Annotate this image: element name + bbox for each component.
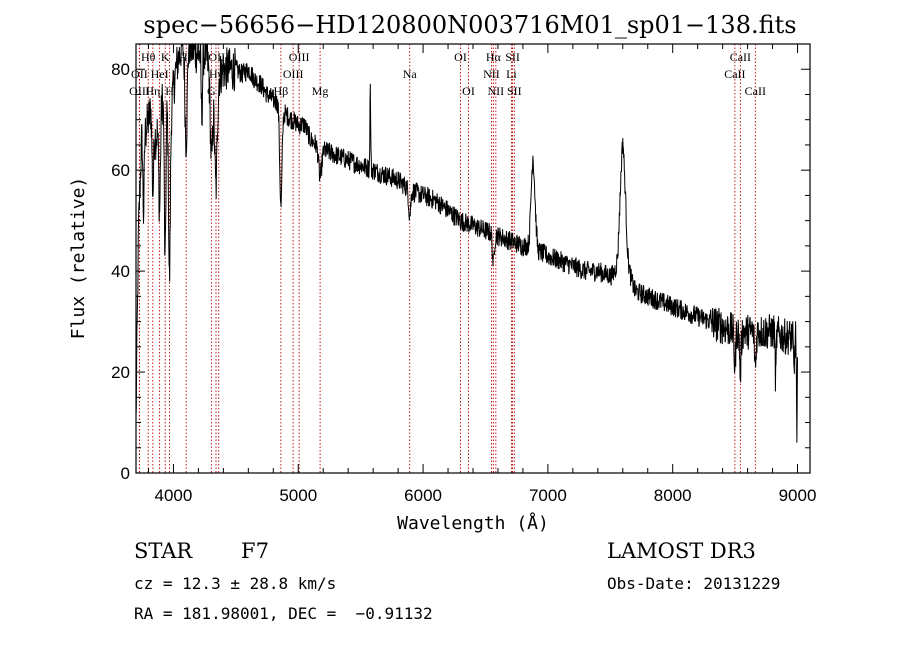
marker-label-16: OI <box>454 50 467 64</box>
marker-label-25: CaII <box>730 50 751 64</box>
x-tick-label-2: 6000 <box>404 486 442 505</box>
x-tick-label-1: 5000 <box>279 486 317 505</box>
axis-ticks <box>136 43 810 474</box>
redshift-cz: cz = 12.3 ± 28.8 km/s <box>134 574 336 593</box>
spectrum-series <box>135 42 798 443</box>
object-subclass: F7 <box>241 539 269 563</box>
x-tick-label-4: 8000 <box>654 486 692 505</box>
marker-label-23: SII <box>507 84 522 98</box>
marker-label-8: G <box>207 84 216 98</box>
line-marker-labels: HθOIIHηOIIIHeIKHHδGOIIIHγHβOIIIOIIIMgNaO… <box>129 50 766 98</box>
plot-frame <box>135 43 811 474</box>
marker-label-3: OIII <box>129 84 150 98</box>
marker-label-24: CaII <box>724 67 745 81</box>
x-tick-label-3: 7000 <box>529 486 567 505</box>
marker-label-12: OIII <box>283 67 304 81</box>
marker-label-15: Na <box>403 67 418 81</box>
marker-label-14: Mg <box>312 84 329 98</box>
marker-label-2: Hη <box>145 84 160 98</box>
y-tick-label-1: 20 <box>111 363 130 382</box>
y-tick-label-4: 80 <box>111 60 130 79</box>
object-class: STAR <box>134 539 193 563</box>
y-tick-labels: 0 20 40 60 80 <box>111 60 130 483</box>
marker-label-19: NII <box>483 67 500 81</box>
y-tick-label-3: 60 <box>111 161 130 180</box>
y-tick-label-0: 0 <box>121 464 130 483</box>
chart-title: spec−56656−HD120800N003716M01_sp01−138.f… <box>143 11 796 39</box>
y-axis-label: Flux (relative) <box>68 177 89 340</box>
marker-label-17: OI <box>462 84 475 98</box>
x-tick-labels: 4000 5000 6000 7000 8000 9000 <box>155 486 817 505</box>
marker-label-22: SII <box>505 50 520 64</box>
obs-date: Obs-Date: 20131229 <box>607 574 780 593</box>
marker-label-13: OIII <box>289 50 310 64</box>
y-tick-label-2: 40 <box>111 262 130 281</box>
marker-label-20: NII <box>488 84 505 98</box>
survey-name: LAMOST DR3 <box>607 539 756 563</box>
marker-label-6: H <box>165 84 174 98</box>
spectrum-line <box>135 42 798 443</box>
marker-label-26: CaII <box>745 84 766 98</box>
coordinates: RA = 181.98001, DEC = −0.91132 <box>134 604 433 623</box>
line-markers <box>138 44 756 473</box>
marker-label-11: Hβ <box>274 84 289 98</box>
marker-label-21: Li <box>506 67 517 81</box>
x-axis-label: Wavelength (Å) <box>397 512 549 534</box>
marker-label-1: OII <box>131 67 148 81</box>
marker-label-5: K <box>161 50 170 64</box>
marker-label-4: HeI <box>151 67 169 81</box>
marker-label-0: Hθ <box>141 50 156 64</box>
x-tick-label-5: 9000 <box>779 486 817 505</box>
marker-label-18: Hα <box>486 50 502 64</box>
x-tick-label-0: 4000 <box>155 486 193 505</box>
